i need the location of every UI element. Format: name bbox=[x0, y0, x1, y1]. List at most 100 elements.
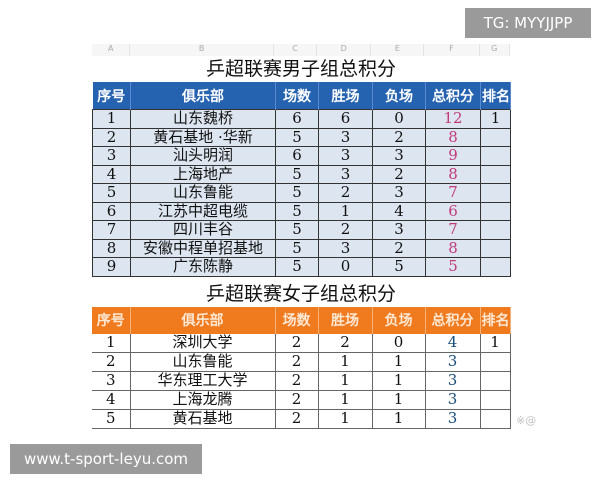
table-cell bbox=[480, 183, 511, 203]
table-cell: 1 bbox=[318, 390, 373, 410]
table-cell: 2 bbox=[275, 333, 319, 353]
table-cell: 1 bbox=[372, 371, 426, 391]
table-cell: 华东理工大学 bbox=[130, 371, 276, 391]
table-cell bbox=[480, 352, 511, 372]
table-cell bbox=[480, 201, 511, 221]
table-cell bbox=[480, 257, 511, 277]
table-cell: 2 bbox=[275, 390, 319, 410]
table-cell: 7 bbox=[92, 220, 131, 240]
table-cell: 5 bbox=[425, 257, 481, 277]
table-cell: 2 bbox=[318, 220, 373, 240]
table-cell: 1 bbox=[318, 409, 373, 429]
table-cell bbox=[480, 127, 511, 147]
table-cell: 3 bbox=[318, 164, 373, 184]
header-cell: 胜场 bbox=[318, 306, 373, 334]
table-cell: 0 bbox=[318, 257, 373, 277]
table-cell: 5 bbox=[275, 127, 319, 147]
table-cell: 安徽中程单招基地 bbox=[130, 238, 276, 258]
header-cell: 场数 bbox=[275, 82, 319, 110]
table-cell: 1 bbox=[372, 409, 426, 429]
table-cell: 5 bbox=[275, 220, 319, 240]
table-cell bbox=[480, 164, 511, 184]
table-cell: 3 bbox=[372, 146, 426, 166]
men-standings-table: 序号 俱乐部 场数 胜场 负场 总积分 排名 1 山东魏桥 6 6 0 12 1 2 黄石基地 ·华新 5 3 2 8… bbox=[92, 82, 511, 277]
table-cell: 3 bbox=[318, 127, 373, 147]
table-cell: 1 bbox=[372, 390, 426, 410]
table-cell: 9 bbox=[425, 146, 481, 166]
table-cell: 黄石基地 ·华新 bbox=[130, 127, 276, 147]
table-cell: 2 bbox=[275, 409, 319, 429]
header-cell: 胜场 bbox=[318, 82, 373, 110]
table-cell: 汕头明润 bbox=[130, 146, 276, 166]
header-row: 序号 俱乐部 场数 胜场 负场 总积分 排名 bbox=[92, 82, 511, 110]
watermark-top: TG: MYYJJPP bbox=[465, 8, 591, 38]
header-cell: 序号 bbox=[92, 82, 131, 110]
table-cell: 5 bbox=[92, 409, 131, 429]
table-cell: 1 bbox=[318, 201, 373, 221]
column-letter: F bbox=[424, 44, 480, 56]
table-cell: 5 bbox=[275, 183, 319, 203]
table-cell: 1 bbox=[92, 109, 131, 129]
men-table-title: 乒超联赛男子组总积分 bbox=[205, 58, 396, 80]
table-cell: 1 bbox=[480, 333, 511, 353]
table-cell: 2 bbox=[275, 352, 319, 372]
table-cell: 深圳大学 bbox=[130, 333, 276, 353]
table-cell: 8 bbox=[425, 127, 481, 147]
table-cell: 5 bbox=[275, 201, 319, 221]
table-cell bbox=[480, 390, 511, 410]
table-cell: 1 bbox=[318, 371, 373, 391]
table-cell: 6 bbox=[275, 146, 319, 166]
table-cell: 4 bbox=[92, 164, 131, 184]
header-row: 序号 俱乐部 场数 胜场 负场 总积分 排名 bbox=[92, 306, 511, 334]
column-letter: D bbox=[317, 44, 372, 56]
table-row: 9 广东陈静 5 0 5 5 bbox=[92, 257, 511, 277]
table-cell: 5 bbox=[275, 257, 319, 277]
column-letter: A bbox=[92, 44, 131, 56]
table-cell: 0 bbox=[372, 333, 426, 353]
women-table-title: 乒超联赛女子组总积分 bbox=[205, 282, 396, 305]
column-letter: E bbox=[371, 44, 425, 56]
table-cell: 5 bbox=[92, 183, 131, 203]
table-row: 8 安徽中程单招基地 5 3 2 8 bbox=[92, 238, 511, 258]
women-standings-table: 序号 俱乐部 场数 胜场 负场 总积分 排名 1 深圳大学 2 2 0 4 1 2 山东鲁能 2 1 1 3 3 华东理工… bbox=[92, 306, 511, 429]
table-cell: 7 bbox=[425, 220, 481, 240]
table-cell: 8 bbox=[92, 238, 131, 258]
table-cell bbox=[480, 409, 511, 429]
table-row: 6 江苏中超电缆 5 1 4 6 bbox=[92, 201, 511, 221]
table-cell: 黄石基地 bbox=[130, 409, 276, 429]
table-cell bbox=[480, 371, 511, 391]
table-cell: 6 bbox=[92, 201, 131, 221]
table-cell: 江苏中超电缆 bbox=[130, 201, 276, 221]
table-row: 1 山东魏桥 6 6 0 12 1 bbox=[92, 109, 511, 129]
table-cell: 2 bbox=[275, 371, 319, 391]
table-cell: 1 bbox=[372, 352, 426, 372]
table-row: 4 上海地产 5 3 2 8 bbox=[92, 164, 511, 184]
table-cell: 山东魏桥 bbox=[130, 109, 276, 129]
header-cell: 排名 bbox=[480, 82, 511, 110]
table-cell: 3 bbox=[425, 371, 481, 391]
column-letter: G bbox=[480, 44, 510, 56]
header-cell: 总积分 bbox=[425, 306, 481, 334]
table-row: 3 华东理工大学 2 1 1 3 bbox=[92, 371, 511, 391]
table-cell: 3 bbox=[425, 409, 481, 429]
header-cell: 序号 bbox=[92, 306, 131, 334]
table-cell: 2 bbox=[318, 183, 373, 203]
table-cell: 2 bbox=[372, 164, 426, 184]
table-cell: 7 bbox=[425, 183, 481, 203]
table-cell: 四川丰谷 bbox=[130, 220, 276, 240]
table-cell: 3 bbox=[372, 220, 426, 240]
table-cell: 2 bbox=[92, 127, 131, 147]
header-cell: 总积分 bbox=[425, 82, 481, 110]
column-letter: B bbox=[130, 44, 274, 56]
table-cell bbox=[480, 146, 511, 166]
header-cell: 场数 bbox=[275, 306, 319, 334]
table-cell: 山东鲁能 bbox=[130, 352, 276, 372]
table-cell: 5 bbox=[275, 164, 319, 184]
column-letter: C bbox=[274, 44, 318, 56]
table-cell: 山东鲁能 bbox=[130, 183, 276, 203]
table-cell: 5 bbox=[275, 238, 319, 258]
table-row: 4 上海龙腾 2 1 1 3 bbox=[92, 390, 511, 410]
table-cell: 6 bbox=[318, 109, 373, 129]
table-row: 2 山东鲁能 2 1 1 3 bbox=[92, 352, 511, 372]
table-row: 5 黄石基地 2 1 1 3 bbox=[92, 409, 511, 429]
